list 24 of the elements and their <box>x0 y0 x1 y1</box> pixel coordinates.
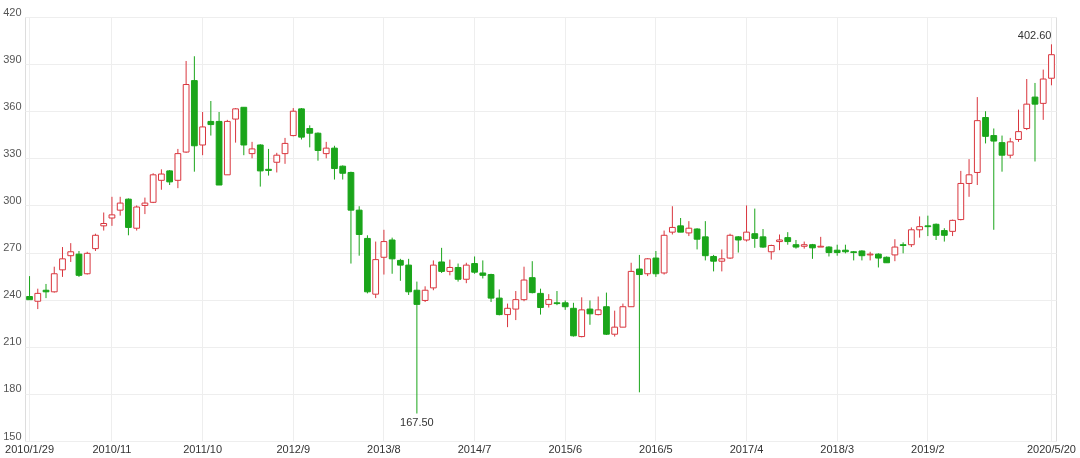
annotation: 402.60 <box>1017 29 1052 42</box>
y-tick-label: 330 <box>3 146 22 159</box>
y-tick-label: 150 <box>3 429 22 442</box>
y-tick-label: 270 <box>3 241 22 254</box>
y-tick-label: 240 <box>3 288 22 301</box>
y-tick-label: 210 <box>3 335 22 348</box>
y-tick-label: 390 <box>3 52 22 65</box>
y-tick-label: 180 <box>3 382 22 395</box>
x-tick-label: 2010/11 <box>92 442 132 455</box>
y-tick-label: 300 <box>3 193 22 206</box>
x-tick-label: 2018/3 <box>820 442 855 455</box>
x-tick-label: 2010/1/29 <box>5 442 54 455</box>
x-tick-label: 2012/9 <box>276 442 311 455</box>
annotation: 167.50 <box>400 415 434 428</box>
x-tick-label: 2016/5 <box>639 442 673 455</box>
x-tick-label: 2019/2 <box>911 442 945 455</box>
y-tick-label: 360 <box>3 99 22 112</box>
x-tick-label: 2017/4 <box>729 442 764 455</box>
x-tick-label: 2013/8 <box>367 442 401 455</box>
x-tick-label: 2020/5/20 <box>1027 442 1076 455</box>
x-tick-label: 2015/6 <box>548 442 583 455</box>
y-tick-label: 420 <box>3 5 22 18</box>
x-tick-label: 2011/10 <box>183 442 223 455</box>
x-tick-label: 2014/7 <box>457 442 492 455</box>
